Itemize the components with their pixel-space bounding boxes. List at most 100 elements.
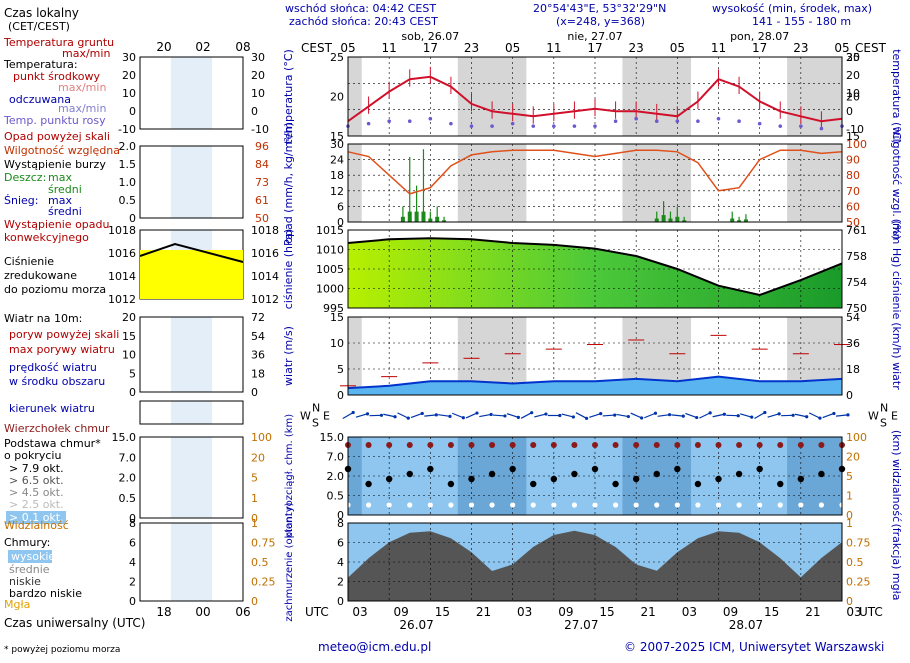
legend-utc-time: Czas uniwersalny (UTC) (4, 616, 145, 630)
cloud-base-dot (798, 476, 804, 482)
legend-precip-tick: 1.5 (119, 158, 137, 171)
tick-label: 7.0 (327, 451, 345, 464)
dew-point (573, 124, 577, 128)
wind-arrow (699, 413, 710, 418)
dir-s-label: S (312, 417, 319, 430)
legend-cover-high: wysokie (11, 550, 55, 563)
cloud-base-dot-thin (510, 502, 515, 507)
cloud-top-dot (427, 442, 433, 448)
utc-right-label: UTC (859, 605, 883, 619)
legend-clouds-tick: 7.0 (119, 451, 137, 464)
height-label: wysokość (min, środek, max) (712, 2, 872, 15)
wind-arrow-head (778, 412, 781, 415)
legend-cover-tick-r: 0.75 (251, 537, 276, 550)
cest-hour-label: 17 (423, 41, 438, 55)
cest-hour-label: 23 (464, 41, 479, 55)
wind-arrow (411, 413, 422, 417)
rain-mean-bar (662, 215, 666, 222)
legend-utc-hour-label: 18 (156, 605, 171, 619)
tick-label: 70 (846, 185, 860, 198)
wind-arrow-head (572, 415, 575, 418)
legend-clouds-vis: Widzialność (4, 519, 69, 532)
tick-label: 1015 (316, 224, 344, 237)
wind-arrow-head (558, 414, 561, 417)
legend-cover-tick-r: 0.25 (251, 576, 276, 589)
rain-mean-bar (730, 219, 734, 222)
tick-label: 20 (330, 91, 344, 104)
tick-label: 10 (846, 87, 860, 100)
wind-arrow-head (448, 415, 451, 418)
wind-arrow (768, 414, 780, 417)
wind-arrow (589, 414, 600, 418)
rain-mean-bar (428, 219, 432, 222)
wind-arrow-head (366, 412, 369, 415)
dew-point (387, 119, 391, 123)
dew-point (531, 124, 535, 128)
legend-precip-above: Opad powyżej skali (4, 130, 110, 143)
legend-precip-conv: Wystąpienie opadu (4, 218, 109, 231)
legend-humidity-tick: 96 (255, 140, 269, 153)
tick-label: 60 (846, 200, 860, 213)
cloud-top-dot (530, 442, 536, 448)
legend-hour-label: 20 (156, 40, 171, 54)
cloud-base-dot-thin (695, 502, 700, 507)
legend-footnote: * powyżej poziomu morza (4, 645, 120, 655)
wind-arrow-head (832, 412, 835, 415)
wind-arrow (644, 413, 655, 417)
cloud-base-dot (654, 471, 660, 477)
tick-label: 1010 (316, 244, 344, 257)
tick-label: 0.5 (327, 490, 345, 503)
wind-arrow (823, 413, 834, 417)
dir-w-label: W (300, 410, 311, 423)
legend-pressure-tick: 1018 (108, 224, 136, 237)
tick-label: 80 (846, 169, 860, 182)
heights-text: 141 - 155 - 180 m (752, 15, 851, 28)
wind-arrow (452, 413, 463, 417)
rain-mean-bar (408, 212, 412, 222)
legend-night-band (171, 317, 212, 392)
wind-arrow-head (475, 411, 478, 414)
legend-clouds-o25: > 2.5 okt. (9, 498, 64, 511)
tick-label: -10 (846, 123, 864, 136)
wind-arrow (617, 414, 629, 416)
wind-arrow-head (846, 413, 849, 416)
pressure-ylabel: ciśnienie (hPa) (282, 229, 295, 309)
legend-clouds-tick: 0.5 (119, 492, 137, 505)
dew-point (676, 119, 680, 123)
cest-hour-label: 11 (711, 41, 726, 55)
tick-label: 0 (337, 389, 344, 402)
legend-wind-tick-r: 72 (251, 311, 265, 324)
dir-e-label: E (323, 410, 330, 423)
cloud-top-dot (613, 442, 619, 448)
cloud-base-dot (695, 481, 701, 487)
legend-precip-storm: Wystąpienie burzy (4, 158, 106, 171)
cloud-top-dot (674, 442, 680, 448)
legend-precip-humidity: Wilgotność względna (4, 144, 120, 157)
legend-night-band (171, 57, 212, 129)
dew-point (634, 117, 638, 121)
legend-temp-tick: 10 (122, 87, 136, 100)
dew-point (408, 119, 412, 123)
legend-cover-tick-r: 0.5 (251, 556, 269, 569)
cest-hour-label: 17 (752, 41, 767, 55)
rain-mean-bar (675, 217, 679, 222)
wind-arrow-head (723, 413, 726, 416)
legend-cover-tick: 8 (129, 517, 136, 530)
wind-arrow (576, 413, 587, 419)
legend-pressure-l1: Ciśnienie (4, 255, 54, 268)
tick-label: 20 (846, 451, 860, 464)
cloud-top-dot (489, 442, 495, 448)
legend-wind-tick: 10 (122, 349, 136, 362)
cloud-base-dot (530, 481, 536, 487)
cloud-base-dot-thin (634, 502, 639, 507)
cloud-base-dot (365, 481, 371, 487)
cloud-base-dot (571, 471, 577, 477)
cloud-top-dot (551, 442, 557, 448)
email-link[interactable]: meteo@icm.edu.pl (318, 640, 431, 654)
legend-night-band (171, 401, 212, 424)
utc-hour-label: 03 (682, 605, 697, 619)
legend-clouds-base2: o pokryciu (4, 449, 61, 462)
wind-ylabel: wiatr (m/s) (282, 326, 295, 386)
legend-hour-label: 02 (195, 40, 210, 54)
